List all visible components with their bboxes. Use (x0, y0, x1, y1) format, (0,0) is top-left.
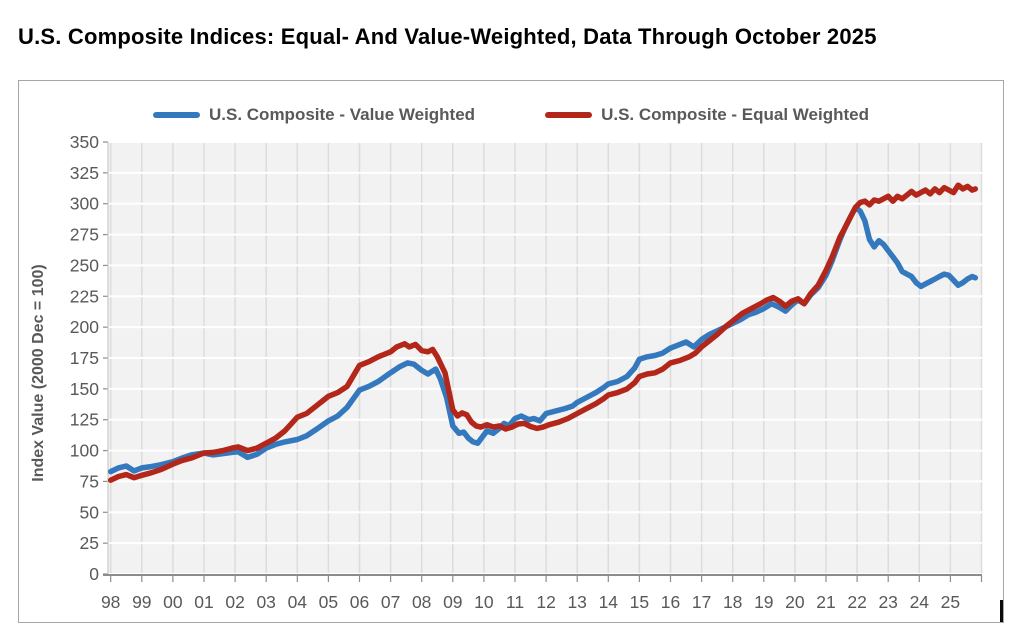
y-axis-title: Index Value (2000 Dec = 100) (30, 264, 47, 482)
x-tick-label: 17 (692, 592, 711, 612)
chart-legend: U.S. Composite - Value Weighted U.S. Com… (18, 102, 1004, 128)
x-tick-label: 07 (381, 592, 400, 612)
x-tick-label: 24 (910, 592, 930, 612)
x-tick-label: 16 (661, 592, 680, 612)
x-tick-label: 98 (101, 592, 120, 612)
x-tick-label: 03 (256, 592, 275, 612)
x-tick-label: 10 (474, 592, 494, 612)
y-tick-label: 75 (80, 471, 99, 491)
x-tick-label: 00 (163, 592, 183, 612)
y-tick-label: 150 (70, 379, 99, 399)
x-tick-label: 02 (225, 592, 244, 612)
x-tick-label: 14 (599, 592, 619, 612)
y-tick-label: 175 (70, 348, 99, 368)
x-tick-label: 25 (941, 592, 960, 612)
x-tick-label: 08 (412, 592, 431, 612)
y-tick-label: 100 (70, 441, 99, 461)
x-tick-label: 12 (536, 592, 555, 612)
page-title: U.S. Composite Indices: Equal- And Value… (18, 24, 877, 49)
y-tick-label: 250 (70, 255, 99, 275)
x-tick-label: 06 (350, 592, 369, 612)
x-tick-label: 19 (754, 592, 773, 612)
x-tick-label: 09 (443, 592, 462, 612)
x-tick-label: 04 (288, 592, 308, 612)
x-tick-label: 23 (878, 592, 897, 612)
y-tick-label: 50 (80, 502, 100, 522)
x-tick-label: 13 (567, 592, 586, 612)
y-tick-label: 200 (70, 317, 99, 337)
y-tick-label: 0 (89, 564, 99, 584)
x-tick-label: 05 (319, 592, 338, 612)
x-tick-label: 20 (785, 592, 805, 612)
y-tick-label: 275 (70, 225, 99, 245)
y-tick-label: 325 (70, 163, 99, 183)
legend-item-value-weighted: U.S. Composite - Value Weighted (153, 105, 475, 125)
legend-label-value-weighted: U.S. Composite - Value Weighted (209, 105, 476, 124)
corner-mark (1000, 600, 1003, 622)
x-tick-label: 99 (132, 592, 151, 612)
x-tick-label: 18 (723, 592, 742, 612)
y-tick-label: 125 (70, 410, 99, 430)
x-tick-label: 01 (194, 592, 213, 612)
x-tick-label: 22 (847, 592, 866, 612)
value-weighted-line-swatch-icon (153, 112, 200, 118)
series-line-equal-weighted (107, 182, 979, 483)
legend-label-equal-weighted: U.S. Composite - Equal Weighted (601, 105, 869, 124)
legend-item-equal-weighted: U.S. Composite - Equal Weighted (545, 105, 869, 125)
y-tick-label: 350 (70, 132, 99, 152)
x-tick-label: 15 (630, 592, 649, 612)
series-line-value-weighted (107, 204, 979, 475)
y-tick-label: 25 (80, 533, 99, 553)
equal-weighted-line-swatch-icon (545, 112, 593, 118)
x-tick-label: 11 (506, 592, 524, 612)
y-tick-label: 300 (70, 194, 99, 214)
x-tick-label: 21 (816, 592, 835, 612)
y-tick-label: 225 (70, 286, 99, 306)
